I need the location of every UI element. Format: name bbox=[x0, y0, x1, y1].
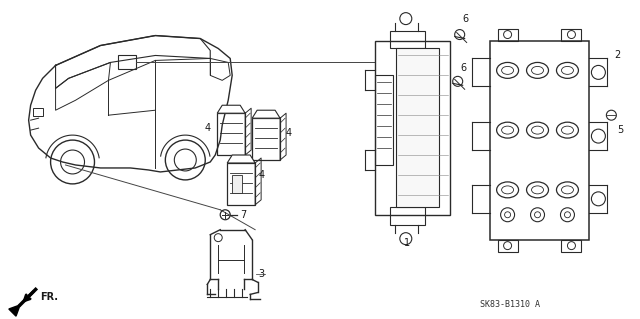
Ellipse shape bbox=[557, 63, 579, 78]
Ellipse shape bbox=[532, 186, 543, 194]
Text: 5: 5 bbox=[618, 125, 623, 135]
Ellipse shape bbox=[527, 63, 548, 78]
Bar bbox=[232, 175, 242, 193]
Ellipse shape bbox=[532, 66, 543, 74]
Bar bbox=[498, 240, 518, 252]
Bar bbox=[396, 48, 439, 207]
Ellipse shape bbox=[561, 186, 573, 194]
Text: 2: 2 bbox=[614, 50, 621, 61]
Bar bbox=[561, 29, 581, 41]
Polygon shape bbox=[9, 305, 20, 316]
Ellipse shape bbox=[561, 126, 573, 134]
Text: FR.: FR. bbox=[40, 293, 59, 302]
Text: 7: 7 bbox=[240, 210, 246, 220]
Text: 4: 4 bbox=[258, 170, 264, 180]
Bar bbox=[252, 118, 280, 160]
Text: 4: 4 bbox=[204, 123, 211, 133]
Text: SK83-B1310 A: SK83-B1310 A bbox=[479, 300, 540, 309]
Bar bbox=[227, 163, 255, 205]
Text: 6: 6 bbox=[461, 63, 467, 73]
Polygon shape bbox=[227, 155, 255, 163]
Ellipse shape bbox=[497, 63, 518, 78]
Ellipse shape bbox=[527, 122, 548, 138]
Ellipse shape bbox=[532, 126, 543, 134]
Polygon shape bbox=[252, 110, 280, 118]
Ellipse shape bbox=[502, 126, 513, 134]
Bar bbox=[498, 29, 518, 41]
Bar bbox=[217, 113, 245, 155]
Text: 6: 6 bbox=[463, 14, 469, 24]
Bar bbox=[490, 41, 589, 240]
Bar bbox=[390, 207, 425, 225]
Ellipse shape bbox=[557, 122, 579, 138]
Text: 1: 1 bbox=[404, 238, 410, 248]
Ellipse shape bbox=[502, 186, 513, 194]
Ellipse shape bbox=[527, 182, 548, 198]
Bar bbox=[33, 108, 43, 116]
Ellipse shape bbox=[561, 66, 573, 74]
Bar bbox=[390, 31, 425, 48]
Bar bbox=[375, 75, 393, 165]
Text: 3: 3 bbox=[258, 270, 264, 279]
Bar bbox=[375, 41, 450, 215]
Ellipse shape bbox=[497, 182, 518, 198]
Ellipse shape bbox=[497, 122, 518, 138]
Bar bbox=[118, 56, 136, 70]
Polygon shape bbox=[217, 105, 245, 113]
Bar bbox=[561, 240, 581, 252]
Text: 4: 4 bbox=[285, 128, 291, 138]
Ellipse shape bbox=[502, 66, 513, 74]
Ellipse shape bbox=[557, 182, 579, 198]
